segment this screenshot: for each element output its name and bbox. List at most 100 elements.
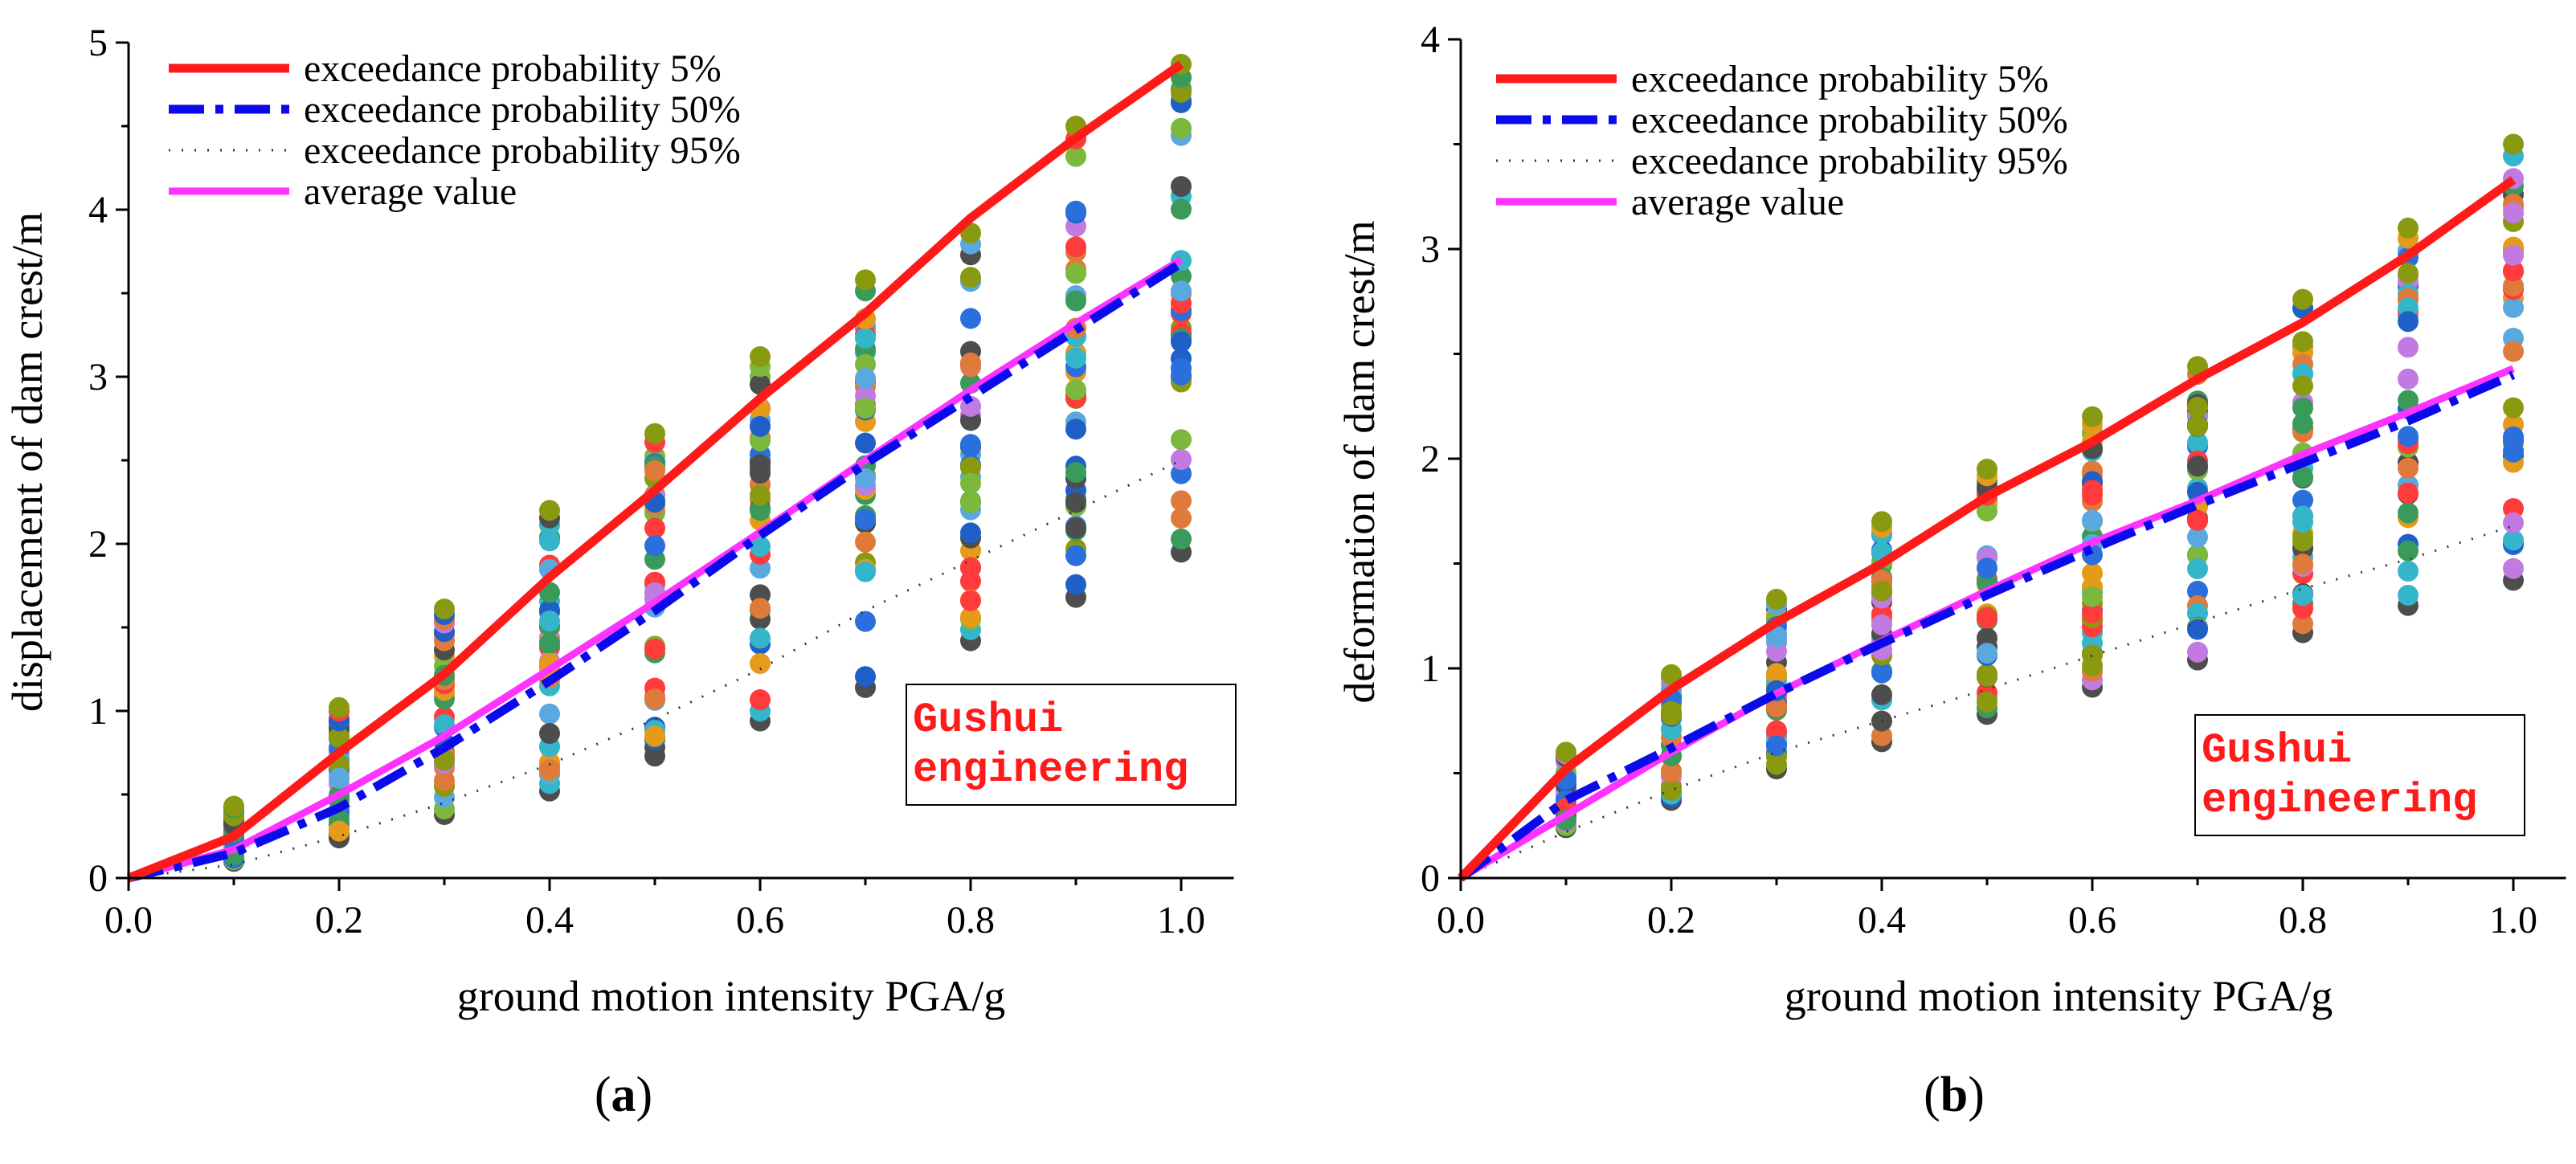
annotation-box-b (2194, 714, 2525, 836)
scatter-point-b (2292, 526, 2313, 548)
series-line-p5-a (126, 60, 1184, 883)
scatter-point-a (960, 607, 981, 628)
scatter-point-a (960, 308, 981, 329)
series-line-p5-b (1458, 176, 2517, 881)
y-tick-label-a: 3 (88, 356, 108, 398)
scatter-point-a (855, 561, 876, 582)
scatter-point-a (750, 484, 771, 506)
scatter-point-a (855, 368, 876, 389)
scatter-point-b (2292, 553, 2313, 575)
x-tick-label-a: 0.6 (736, 899, 784, 941)
scatter-point-b (2503, 441, 2524, 463)
scatter-point-b (2503, 557, 2524, 579)
scatter-point-b (2398, 217, 2419, 239)
scatter-point-b (1661, 705, 1682, 726)
scatter-point-a (644, 459, 665, 481)
scatter-point-a (855, 468, 876, 489)
scatter-point-a (960, 456, 981, 478)
legend-label-average-b: average value (1631, 181, 1844, 223)
y-tick-label-b: 2 (1421, 438, 1440, 480)
scatter-point-b (2503, 276, 2524, 296)
scatter-point-b (2503, 341, 2524, 362)
scatter-point-b (1977, 459, 1997, 480)
scatter-point-a (750, 627, 771, 649)
scatter-point-a (1171, 117, 1192, 139)
scatter-point-b (2398, 337, 2419, 358)
y-tick-label-b: 0 (1421, 857, 1440, 900)
x-tick-label-a: 0.4 (525, 899, 574, 941)
legend-label-p5-a: exceedance probability 5% (304, 47, 722, 90)
y-tick-label-a: 5 (88, 22, 108, 64)
scatter-point-a (750, 689, 771, 710)
scatter-point-a (1171, 490, 1192, 512)
scatter-point-b (2187, 641, 2208, 663)
scatter-point-b (2292, 331, 2313, 353)
scatter-point-a (750, 536, 771, 557)
scatter-point-b (2292, 613, 2313, 635)
scatter-point-a (750, 653, 771, 674)
scatter-point-a (644, 638, 665, 660)
scatter-point-a (1065, 263, 1086, 284)
scatter-point-a (750, 598, 771, 619)
scatter-point-b (2082, 509, 2103, 531)
scatter-point-b (2292, 489, 2313, 511)
scatter-point-a (329, 767, 350, 789)
scatter-point-a (750, 500, 771, 521)
scatter-point-b (1977, 627, 1997, 649)
scatter-point-b (2082, 655, 2103, 676)
annotation-line2-a: engineering (913, 746, 1188, 794)
scatter-point-a (644, 725, 665, 747)
scatter-point-b (2187, 526, 2208, 548)
scatter-point-a (855, 432, 876, 454)
scatter-point-b (2187, 415, 2208, 437)
scatter-point-a (539, 759, 560, 781)
scatter-point-b (1977, 643, 1997, 664)
scatter-point-a (1065, 517, 1086, 539)
scatter-point-b (1871, 511, 1892, 533)
scatter-point-a (1065, 290, 1086, 312)
scatter-point-a (539, 703, 560, 725)
scatter-point-b (1871, 614, 1892, 635)
legend-label-average-a: average value (304, 170, 517, 213)
scatter-point-a (855, 398, 876, 419)
scatter-point-a (1171, 198, 1192, 220)
x-tick-label-b: 0.0 (1437, 899, 1485, 941)
annotation-line1-a: Gushui (913, 696, 1063, 744)
y-tick-label-b: 4 (1421, 18, 1440, 61)
scatter-point-b (2398, 311, 2419, 333)
scatter-point-a (1171, 429, 1192, 451)
scatter-point-b (2503, 202, 2524, 224)
legend-label-p95-a: exceedance probability 95% (304, 129, 741, 172)
scatter-point-b (1977, 692, 1997, 713)
scatter-point-a (855, 666, 876, 688)
scatter-point-b (2292, 397, 2313, 419)
scatter-point-b (2082, 480, 2103, 501)
scatter-point-a (960, 352, 981, 374)
scatter-point-a (1065, 347, 1086, 369)
scatter-point-b (2187, 397, 2208, 418)
scatter-point-a (960, 267, 981, 288)
scatter-point-b (2292, 466, 2313, 488)
scatter-point-b (2187, 455, 2208, 477)
x-tick-label-b: 0.6 (2068, 899, 2116, 941)
scatter-point-b (1871, 662, 1892, 684)
scatter-point-a (644, 423, 665, 444)
scatter-point-a (539, 633, 560, 655)
x-tick-label-a: 1.0 (1157, 899, 1205, 941)
scatter-point-b (1977, 666, 1997, 687)
scatter-point-a (434, 598, 455, 620)
scatter-point-a (960, 557, 981, 578)
scatter-point-a (1065, 545, 1086, 566)
scatter-point-b (2398, 390, 2419, 411)
scatter-point-b (1871, 684, 1892, 705)
scatter-point-b (2503, 529, 2524, 551)
scatter-point-b (2292, 413, 2313, 435)
scatter-point-a (960, 522, 981, 544)
scatter-point-b (2082, 586, 2103, 607)
annotation-line1-b: Gushui (2202, 727, 2352, 774)
scatter-point-a (329, 820, 350, 842)
scatter-point-b (2398, 585, 2419, 606)
legend-label-p50-a: exceedance probability 50% (304, 88, 741, 131)
y-tick-label-a: 4 (88, 189, 108, 231)
